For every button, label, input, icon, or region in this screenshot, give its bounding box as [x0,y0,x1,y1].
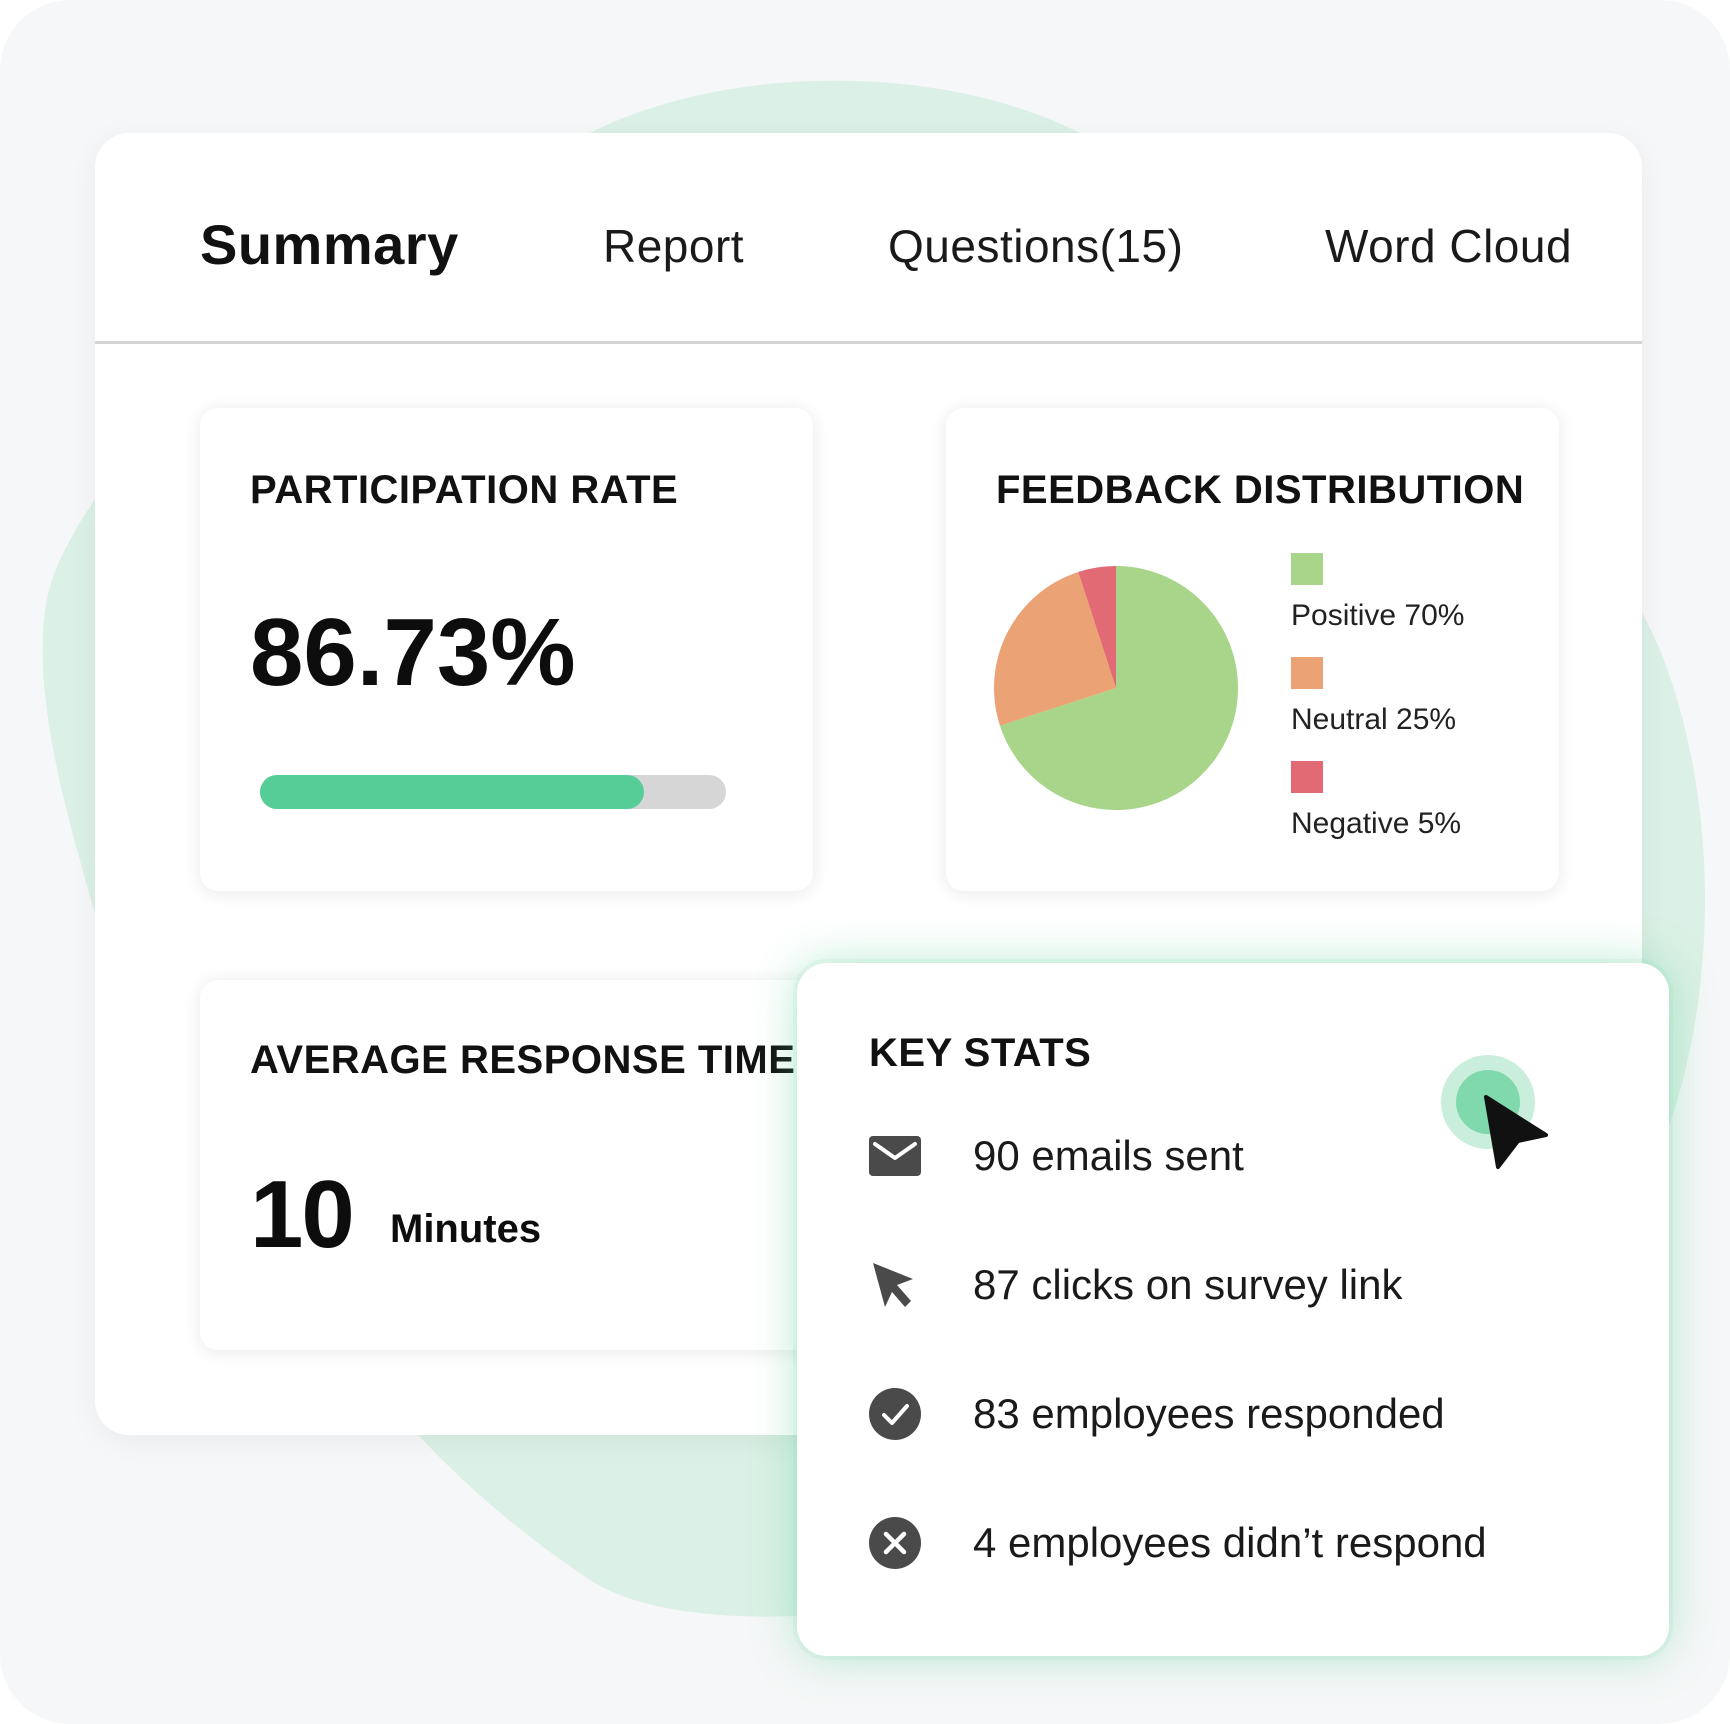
mouse-pointer-icon [1441,1055,1548,1169]
average-response-time-card: AVERAGE RESPONSE TIME 10 Minutes [200,980,820,1350]
legend-label: Neutral 25% [1291,703,1457,736]
stat-text-emails: 90 emails sent [973,1132,1244,1179]
stat-text-responded: 83 employees responded [973,1390,1445,1437]
tab-questions[interactable]: Questions(15) [888,220,1184,272]
stat-row-clicks: 87 clicks on survey link [797,1245,1669,1325]
legend-swatch [1291,657,1323,689]
response-time-unit: Minutes [390,1207,542,1251]
stat-text-clicks: 87 clicks on survey link [973,1261,1403,1308]
stat-row-not-responded: 4 employees didn’t respond [797,1503,1669,1583]
key-stats-title: KEY STATS [869,1031,1092,1075]
tab-report[interactable]: Report [603,220,745,272]
legend-label: Positive 70% [1291,599,1465,632]
feedback-distribution-title: FEEDBACK DISTRIBUTION [996,468,1525,512]
feedback-pie-chart [994,566,1238,810]
envelope-icon [869,1136,921,1176]
participation-rate-title: PARTICIPATION RATE [250,468,679,512]
participation-progress-bar [260,775,726,809]
cursor-icon [873,1263,913,1307]
participation-rate-card: PARTICIPATION RATE 86.73% [200,408,813,891]
stat-row-emails: 90 emails sent [797,1116,1669,1196]
participation-progress-fill [260,775,644,809]
average-response-time-title: AVERAGE RESPONSE TIME [250,1038,796,1082]
participation-rate-value: 86.73% [250,599,576,706]
legend-swatch [1291,553,1323,585]
stat-row-responded: 83 employees responded [797,1374,1669,1454]
pie-slice-positive [999,566,1238,810]
legend-label: Negative 5% [1291,807,1462,840]
legend-swatch [1291,761,1323,793]
tab-summary[interactable]: Summary [200,213,459,276]
x-circle-icon [869,1517,921,1569]
tab-bar: Summary Report Questions(15) Word Cloud [95,133,1642,344]
response-time-value: 10 [250,1161,355,1268]
tab-word-cloud[interactable]: Word Cloud [1325,220,1573,272]
pie-slice-neutral [994,571,1116,726]
check-circle-icon [869,1388,921,1440]
pie-slice-negative [1078,566,1116,688]
stat-text-not-responded: 4 employees didn’t respond [973,1519,1487,1566]
feedback-distribution-card: FEEDBACK DISTRIBUTION Positive 70% Neutra… [946,408,1559,891]
